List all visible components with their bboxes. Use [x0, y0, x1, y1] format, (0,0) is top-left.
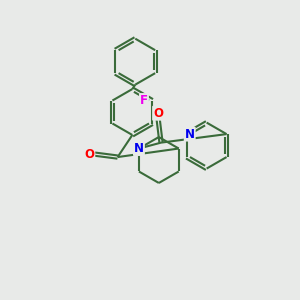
Text: F: F [140, 94, 148, 107]
Text: N: N [185, 128, 195, 141]
Text: O: O [153, 107, 163, 120]
Text: N: N [134, 142, 144, 155]
Text: O: O [84, 148, 94, 160]
